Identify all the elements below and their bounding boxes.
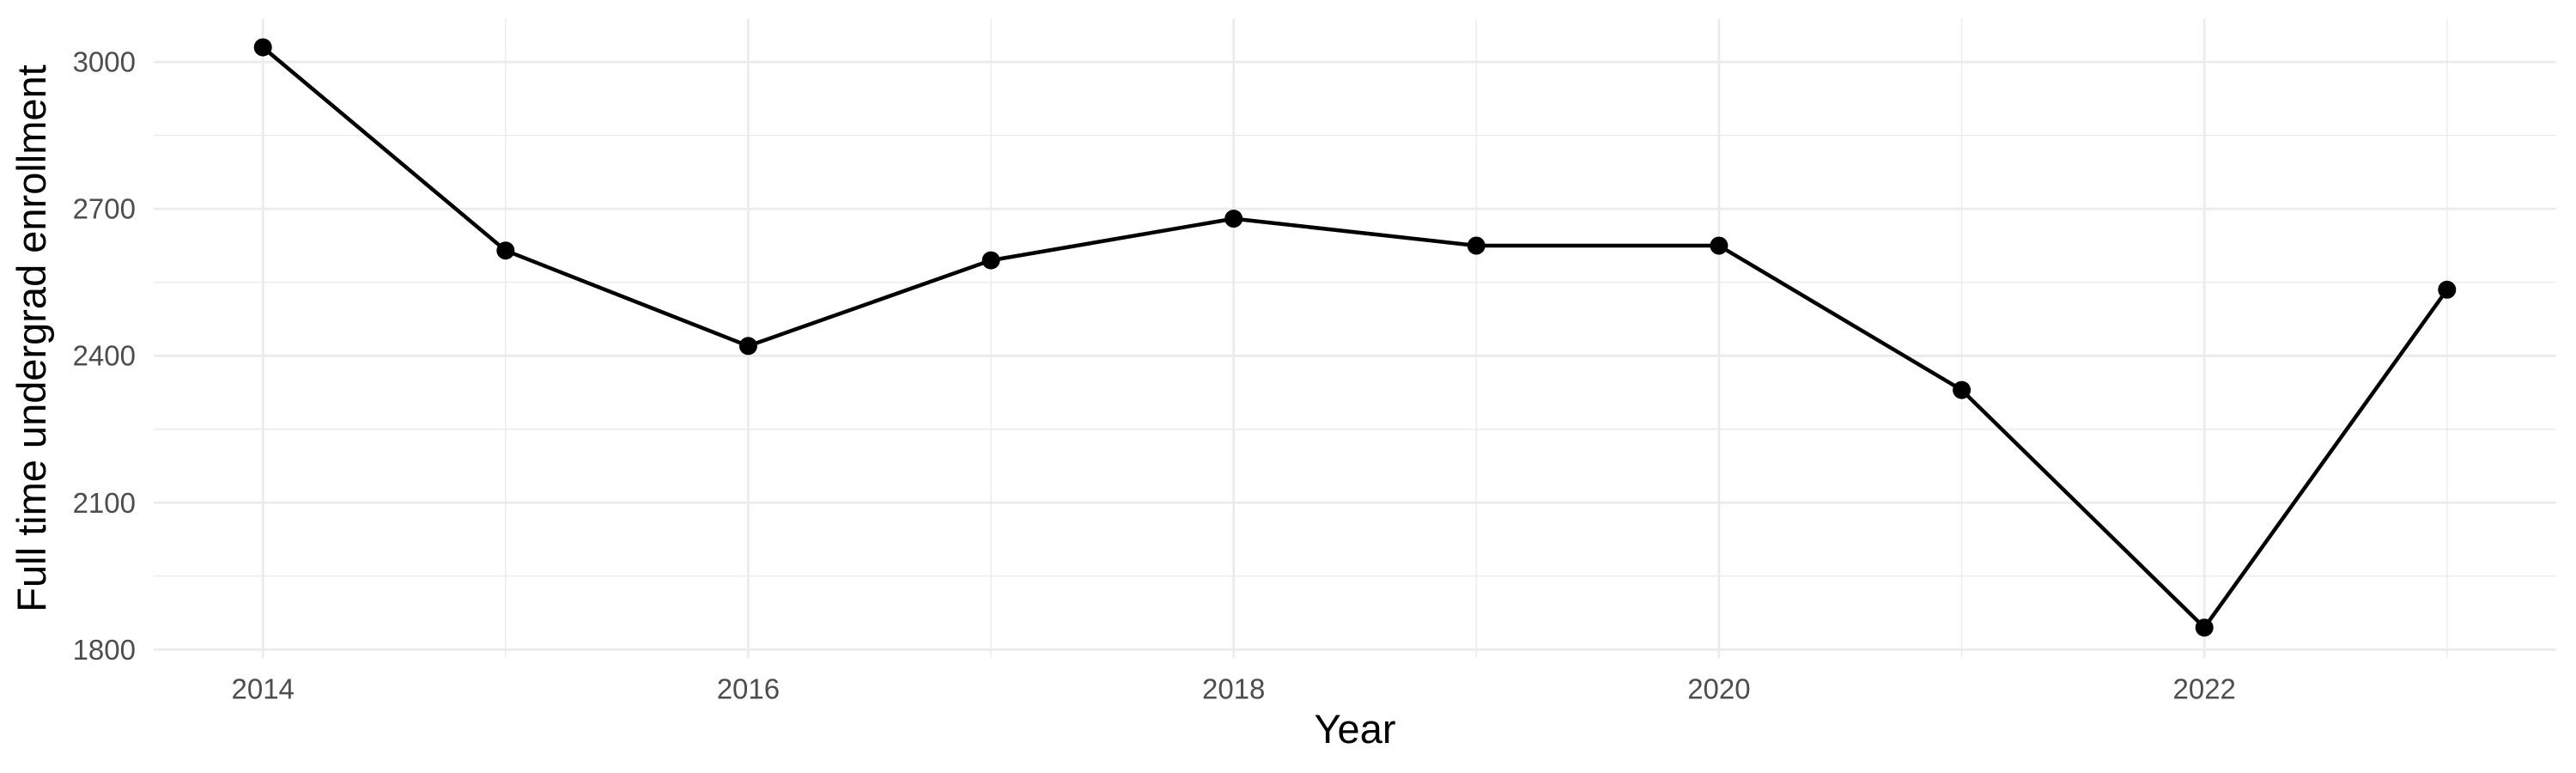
data-point-2014	[253, 38, 272, 57]
minor-gridlines	[154, 19, 2556, 658]
y-tick-label-2700: 2700	[73, 193, 136, 225]
data-point-2017	[981, 251, 1000, 270]
y-tick-label-2400: 2400	[73, 340, 136, 372]
data-point-2022	[2195, 618, 2214, 637]
data-point-2015	[496, 241, 515, 260]
x-axis-title: Year	[1315, 706, 1396, 752]
data-point-2018	[1224, 210, 1243, 228]
x-tick-label-2014: 2014	[231, 673, 294, 705]
y-tick-label-3000: 3000	[73, 46, 136, 78]
data-points	[253, 38, 2457, 637]
data-point-2023	[2438, 280, 2457, 299]
data-point-2020	[1710, 236, 1728, 255]
major-gridlines	[154, 19, 2556, 658]
y-axis-title: Full time undergrad enrollment	[9, 64, 54, 612]
x-tick-label-2016: 2016	[717, 673, 780, 705]
line-series	[261, 46, 2449, 630]
data-point-2021	[1953, 380, 1971, 399]
x-tick-label-2022: 2022	[2172, 673, 2235, 705]
data-point-2016	[738, 337, 757, 356]
y-tick-label-1800: 1800	[73, 634, 136, 666]
x-axis-tick-labels: 2014 2016 2018 2020 2022	[231, 673, 2235, 705]
enrollment-line	[261, 46, 2449, 630]
x-tick-label-2018: 2018	[1202, 673, 1265, 705]
x-tick-label-2020: 2020	[1687, 673, 1750, 705]
y-tick-label-2100: 2100	[73, 487, 136, 519]
y-axis-tick-labels: 1800 2100 2400 2700 3000	[73, 46, 136, 666]
data-point-2019	[1467, 236, 1485, 255]
